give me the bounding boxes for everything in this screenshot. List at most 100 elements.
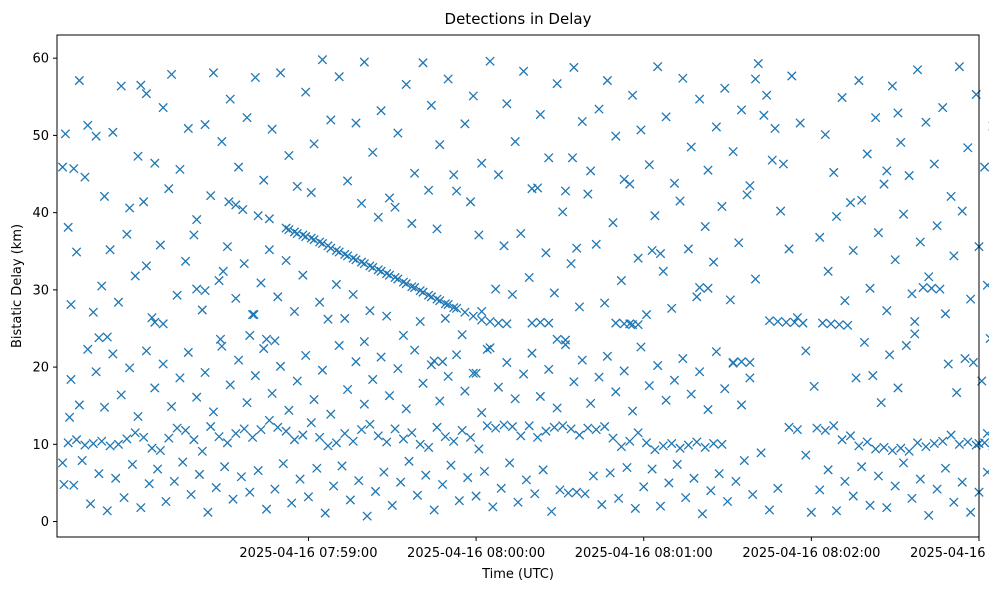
data-point xyxy=(829,167,839,178)
data-point xyxy=(309,394,319,405)
y-tick-label: 0 xyxy=(41,515,49,530)
data-point xyxy=(435,296,445,306)
data-point xyxy=(368,374,378,385)
data-point xyxy=(493,170,504,180)
data-point xyxy=(390,272,400,283)
data-point xyxy=(901,340,912,351)
data-point xyxy=(502,99,512,109)
data-point xyxy=(482,421,492,431)
data-point xyxy=(932,221,942,231)
data-point xyxy=(985,333,989,344)
data-point xyxy=(558,207,568,217)
data-point xyxy=(954,439,965,449)
data-point xyxy=(314,237,325,247)
data-point xyxy=(264,245,274,255)
data-point xyxy=(295,474,305,484)
data-point xyxy=(653,62,663,72)
data-point xyxy=(692,292,702,302)
data-point xyxy=(138,197,149,207)
data-point xyxy=(918,282,928,293)
data-point xyxy=(745,373,755,383)
data-point xyxy=(432,294,442,304)
data-point xyxy=(222,438,233,448)
data-point xyxy=(544,153,554,163)
data-point xyxy=(535,109,546,120)
data-point xyxy=(773,483,783,494)
data-point xyxy=(862,149,872,159)
data-point xyxy=(560,340,571,350)
data-point xyxy=(253,465,263,476)
data-point xyxy=(736,400,747,410)
data-point xyxy=(249,309,259,320)
data-point xyxy=(158,319,168,329)
data-point xyxy=(387,500,397,510)
data-point xyxy=(817,318,828,328)
data-point xyxy=(362,511,372,521)
data-point xyxy=(896,443,906,453)
data-point xyxy=(910,316,920,327)
data-point xyxy=(767,155,777,165)
data-point xyxy=(538,465,548,475)
data-point xyxy=(893,108,903,118)
data-point xyxy=(474,444,484,454)
data-point xyxy=(675,443,685,453)
y-tick-label: 20 xyxy=(32,361,49,376)
data-point xyxy=(150,158,160,168)
data-point xyxy=(326,409,336,419)
data-point xyxy=(876,397,886,408)
data-point xyxy=(418,287,428,297)
data-point xyxy=(734,238,744,248)
data-point xyxy=(451,350,462,360)
data-point xyxy=(862,437,872,447)
x-axis-label: Time (UTC) xyxy=(481,567,554,582)
data-point xyxy=(141,89,152,99)
data-point xyxy=(504,458,515,468)
data-point xyxy=(393,363,403,374)
data-point xyxy=(675,196,685,206)
data-point xyxy=(261,334,272,344)
data-point xyxy=(267,388,277,399)
data-point xyxy=(602,75,613,86)
data-point xyxy=(633,319,643,330)
data-point xyxy=(404,456,414,466)
data-point xyxy=(490,423,501,433)
data-point xyxy=(309,235,319,245)
data-point xyxy=(435,396,445,406)
data-point xyxy=(655,501,666,511)
data-point xyxy=(382,268,392,279)
data-point xyxy=(599,298,610,308)
data-point xyxy=(407,218,417,229)
data-point xyxy=(778,159,789,169)
data-point xyxy=(63,438,73,448)
data-point xyxy=(454,496,464,506)
data-point xyxy=(214,431,224,442)
data-point xyxy=(588,471,599,481)
data-point xyxy=(250,370,261,381)
data-point xyxy=(345,495,356,505)
data-point xyxy=(88,307,98,317)
data-point xyxy=(376,352,386,362)
data-point xyxy=(820,129,830,140)
data-point xyxy=(530,489,540,499)
data-point xyxy=(233,162,244,172)
data-point xyxy=(373,212,383,222)
data-point xyxy=(166,69,177,80)
data-point xyxy=(904,446,914,456)
data-point xyxy=(206,190,216,201)
data-point xyxy=(890,481,900,491)
data-point xyxy=(141,346,152,356)
data-point xyxy=(720,384,730,394)
data-point xyxy=(164,433,174,443)
data-point xyxy=(865,500,875,510)
data-point xyxy=(253,211,263,221)
data-point xyxy=(423,185,434,195)
data-point xyxy=(183,123,193,134)
data-point xyxy=(239,258,249,269)
data-point xyxy=(147,313,157,323)
data-point xyxy=(203,507,213,517)
data-point xyxy=(896,137,906,148)
data-point xyxy=(342,251,353,261)
data-point xyxy=(569,62,579,73)
data-point xyxy=(69,163,79,174)
data-point xyxy=(471,491,481,501)
